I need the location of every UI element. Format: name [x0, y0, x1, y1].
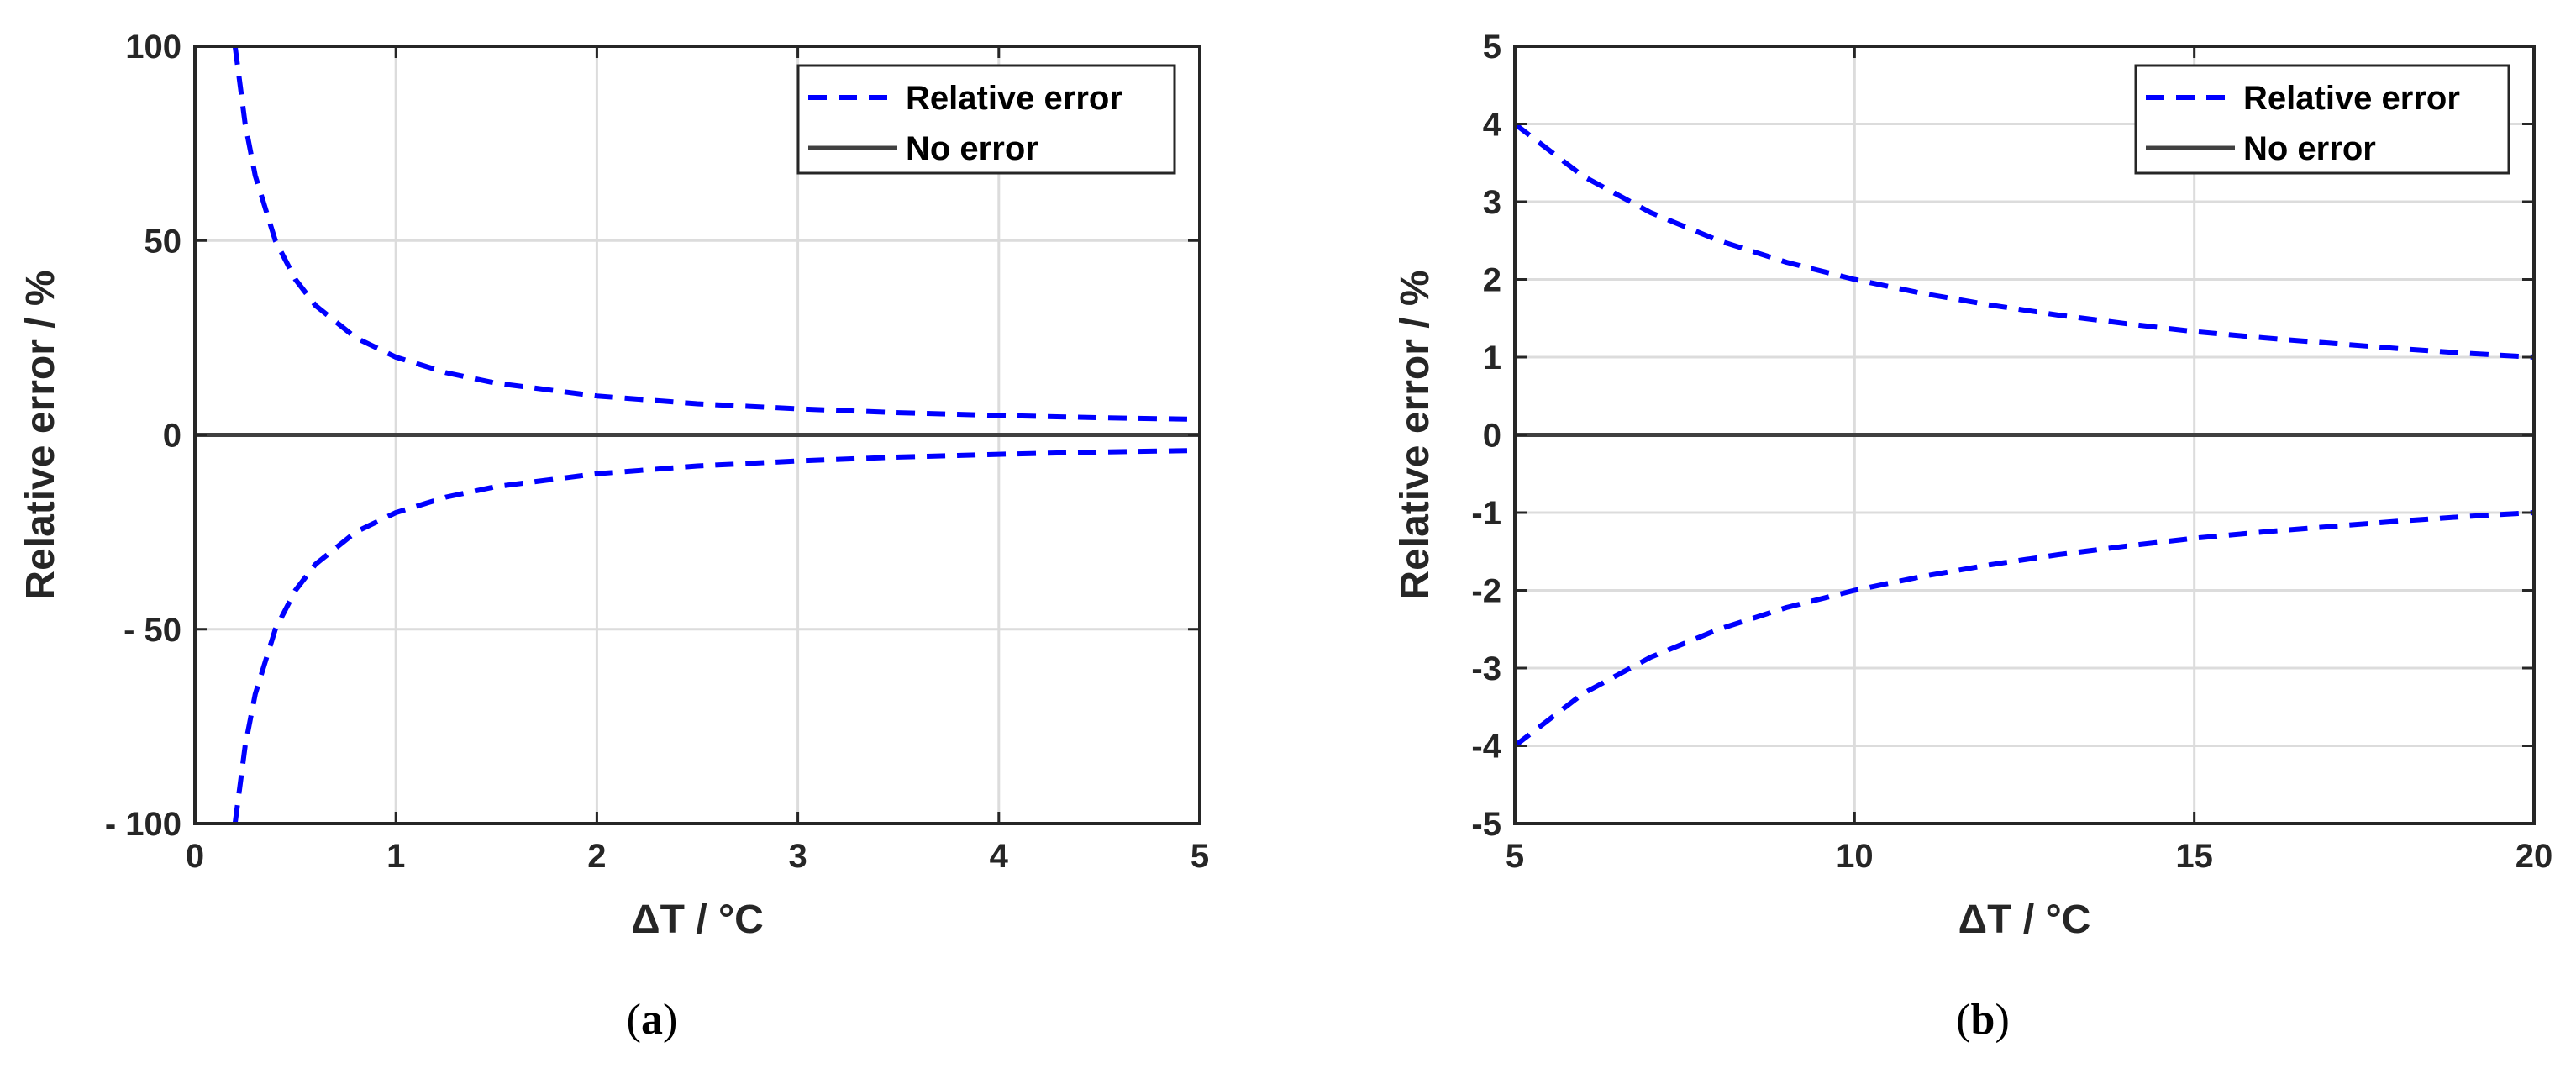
legend-label: No error [2243, 130, 2376, 167]
x-tick-label: 3 [788, 838, 807, 875]
x-tick-label: 2 [587, 838, 606, 875]
y-tick-label: 0 [163, 418, 181, 455]
legend-label: Relative error [2243, 80, 2460, 117]
chart-panel-b: 5 10 15 20 -5 -4 -3 -2 -1 0 1 2 3 4 5 ΔT / °C Relative e… [1393, 29, 2552, 1044]
y-tick-label: -4 [1471, 729, 1501, 766]
series-line-0 [232, 45, 1201, 422]
y-tick-label: 5 [1483, 29, 1501, 66]
series-line-0 [1513, 122, 2535, 360]
y-tick-label: 4 [1483, 107, 1502, 144]
y-tick-label: 50 [145, 223, 182, 260]
legend: Relative error No error [2134, 64, 2510, 175]
x-axis-label: ΔT / °C [1958, 897, 2091, 942]
panel-label: (b) [1956, 996, 2010, 1044]
y-tick-label: 100 [125, 29, 181, 66]
y-tick-label: -1 [1471, 495, 1501, 532]
y-tick-label: 3 [1483, 184, 1501, 221]
x-tick-label: 4 [990, 838, 1009, 875]
x-axis-label: ΔT / °C [631, 897, 764, 942]
x-tick-label: 5 [1191, 838, 1209, 875]
y-tick-label: -3 [1471, 650, 1501, 687]
legend-label: Relative error [906, 80, 1122, 117]
legend: Relative error No error [796, 64, 1176, 175]
y-tick-label: - 50 [124, 612, 181, 649]
series-line-1 [232, 448, 1201, 824]
series-line-1 [1513, 510, 2535, 748]
y-axis-label: Relative error / % [18, 270, 63, 599]
chart-panel-a: 0 1 2 3 4 5 - 100 - 50 0 50 100 ΔT / °C Relative err… [18, 29, 1209, 1044]
x-tick-label: 1 [386, 838, 405, 875]
x-tick-label: 10 [1836, 838, 1874, 875]
x-tick-label: 15 [2175, 838, 2213, 875]
y-axis-label: Relative error / % [1393, 270, 1438, 599]
legend-box [796, 64, 1176, 175]
y-tick-label: - 100 [105, 806, 181, 843]
y-tick-label: -5 [1471, 806, 1501, 843]
y-tick-label: 2 [1483, 262, 1501, 299]
x-tick-label: 0 [186, 838, 204, 875]
y-tick-label: 1 [1483, 339, 1501, 376]
x-tick-label: 20 [2516, 838, 2553, 875]
legend-label: No error [906, 130, 1038, 167]
y-tick-label: -2 [1471, 573, 1501, 610]
x-tick-label: 5 [1506, 838, 1524, 875]
panel-label: (a) [627, 996, 678, 1044]
legend-box [2134, 64, 2510, 175]
y-tick-label: 0 [1483, 418, 1501, 455]
